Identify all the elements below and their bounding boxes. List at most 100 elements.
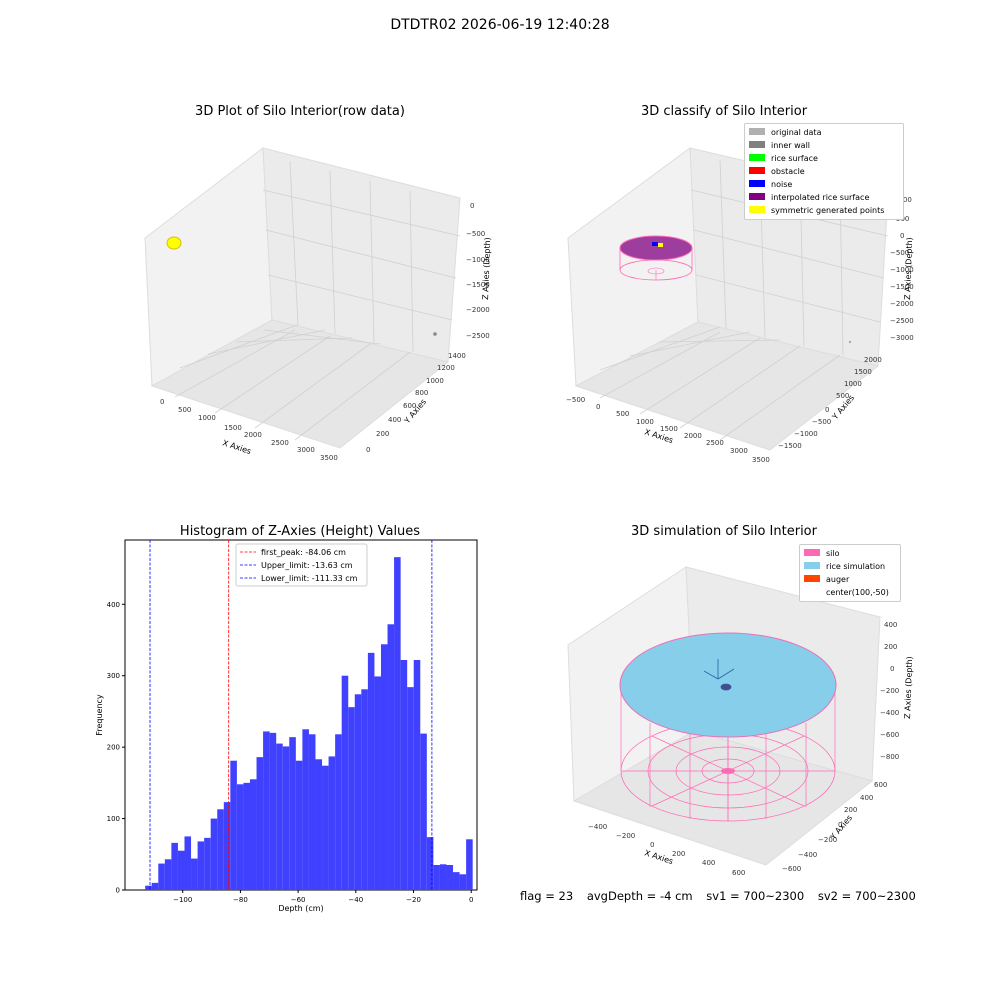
z-tick: −1000 (890, 266, 914, 274)
hist-bar (387, 624, 395, 890)
hist-bars (145, 557, 473, 890)
hist-bar (380, 644, 388, 890)
y-tick: 1000 (844, 380, 862, 388)
classify-plot-title: 3D classify of Silo Interior (640, 104, 808, 119)
hist-bar (184, 836, 192, 890)
hist-bar (223, 802, 231, 890)
x-tick: 3000 (297, 446, 315, 454)
noise-points (652, 242, 658, 246)
hist-bar (177, 850, 185, 890)
x-tick-label: −60 (291, 896, 306, 904)
y-tick-label: 400 (107, 601, 120, 609)
hist-bar (348, 707, 355, 890)
classify-x-ticks: −500 0 500 1000 1500 2000 2500 3000 3500 (566, 396, 770, 464)
y-tick: −200 (818, 836, 837, 844)
y-tick: 1200 (437, 364, 455, 372)
sim-plot-title: 3D simulation of Silo Interior (631, 524, 817, 539)
hist-bar (341, 675, 349, 890)
y-tick: 0 (838, 821, 842, 829)
y-tick: 400 (388, 416, 401, 424)
z-tick: 0 (470, 202, 474, 210)
y-tick-label: 300 (107, 672, 120, 680)
hist-x-label: Depth (cm) (278, 904, 323, 913)
pane-floor (572, 730, 874, 866)
legend-item: symmetric generated points (749, 204, 899, 217)
raw-3d-plot: 0 500 1000 1500 2000 2500 3000 3500 X Ax… (144, 147, 492, 462)
hist-bar (426, 837, 434, 890)
classify-silo-shape (619, 235, 693, 281)
x-tick: 200 (672, 850, 685, 858)
legend-item: interpolated rice surface (749, 191, 899, 204)
hist-legend-box (235, 543, 368, 587)
legend-label: interpolated rice surface (771, 193, 870, 202)
legend-label: rice surface (771, 154, 818, 163)
hist-bar (394, 557, 401, 890)
x-axis-label: X Axies (643, 848, 674, 866)
hist-bar (164, 859, 172, 890)
x-tick: 2500 (706, 439, 724, 447)
sim-y-ticks: −600 −400 −200 0 200 400 600 (782, 781, 887, 873)
sim-legend: silo rice simulation auger center(100,-5… (799, 544, 901, 602)
z-tick: −500 (466, 230, 485, 238)
raw-y-ticks: 0 200 400 600 800 1000 1200 1400 (366, 352, 466, 454)
x-tick: 2500 (271, 439, 289, 447)
z-tick: −2000 (890, 300, 914, 308)
z-tick: −800 (880, 753, 899, 761)
x-tick: 1500 (224, 424, 242, 432)
legend-swatch (804, 575, 820, 582)
legend-swatch (804, 549, 820, 556)
classify-legend: original data inner wall rice surface ob… (744, 123, 904, 220)
hist-title: Histogram of Z-Axies (Height) Values (179, 524, 421, 539)
hist-bar (459, 874, 467, 890)
raw-x-ticks: 0 500 1000 1500 2000 2500 3000 3500 (160, 398, 338, 462)
x-tick-label: −80 (233, 896, 248, 904)
hist-bar (243, 782, 250, 890)
sv1-text: sv1 = 700~2300 (706, 889, 805, 903)
y-tick: 400 (860, 794, 873, 802)
x-tick: −500 (566, 396, 585, 404)
x-tick: 400 (702, 859, 715, 867)
legend-item: inner wall (749, 139, 899, 152)
legend-swatch (749, 206, 765, 213)
y-tick: 200 (844, 806, 857, 814)
hist-y-ticks: 0 100 200 300 400 (107, 601, 125, 895)
hist-bar (328, 756, 336, 890)
legend-item: auger (804, 573, 896, 586)
hist-bar (302, 729, 309, 890)
y-axis-label: Y Axies (828, 813, 854, 842)
grid-lines (174, 160, 461, 441)
avg-depth-text: avgDepth = -4 cm (586, 889, 693, 903)
legend-swatch (749, 167, 765, 174)
hist-bar (322, 765, 329, 890)
sim-silo-center (721, 768, 735, 774)
pane-floor (574, 321, 880, 451)
x-tick: 500 (178, 406, 191, 414)
hist-bar (145, 885, 152, 890)
x-tick: 2000 (684, 432, 702, 440)
sim-z-ticks: 400 200 0 −200 −400 −600 −800 (880, 621, 899, 761)
legend-label: noise (771, 180, 793, 189)
classify-y-ticks: −1500 −1000 −500 0 500 1000 1500 2000 (778, 356, 882, 450)
y-tick: −500 (812, 418, 831, 426)
hist-bar (407, 687, 414, 890)
y-tick: 600 (403, 402, 416, 410)
sim-auger (703, 659, 735, 691)
legend-swatch (749, 180, 765, 187)
legend-label: auger (826, 575, 850, 584)
hist-bar (269, 732, 277, 890)
pane-floor (150, 319, 450, 449)
hist-bar (413, 660, 421, 890)
z-tick: −500 (890, 249, 909, 257)
hist-bar (158, 863, 165, 890)
hist-bar (361, 689, 368, 890)
x-tick: 3500 (752, 456, 770, 464)
legend-label: rice simulation (826, 562, 886, 571)
grid-lines (599, 159, 889, 441)
legend-item: center(100,-50) (804, 586, 896, 599)
hist-bar (151, 882, 159, 890)
sim-rice-mesh (619, 632, 837, 738)
legend-swatch (804, 562, 820, 569)
hist-legend: first_peak: -84.06 cm Upper_limit: -13.6… (235, 543, 368, 587)
legend-swatch (804, 588, 820, 595)
x-tick: 3000 (730, 447, 748, 455)
